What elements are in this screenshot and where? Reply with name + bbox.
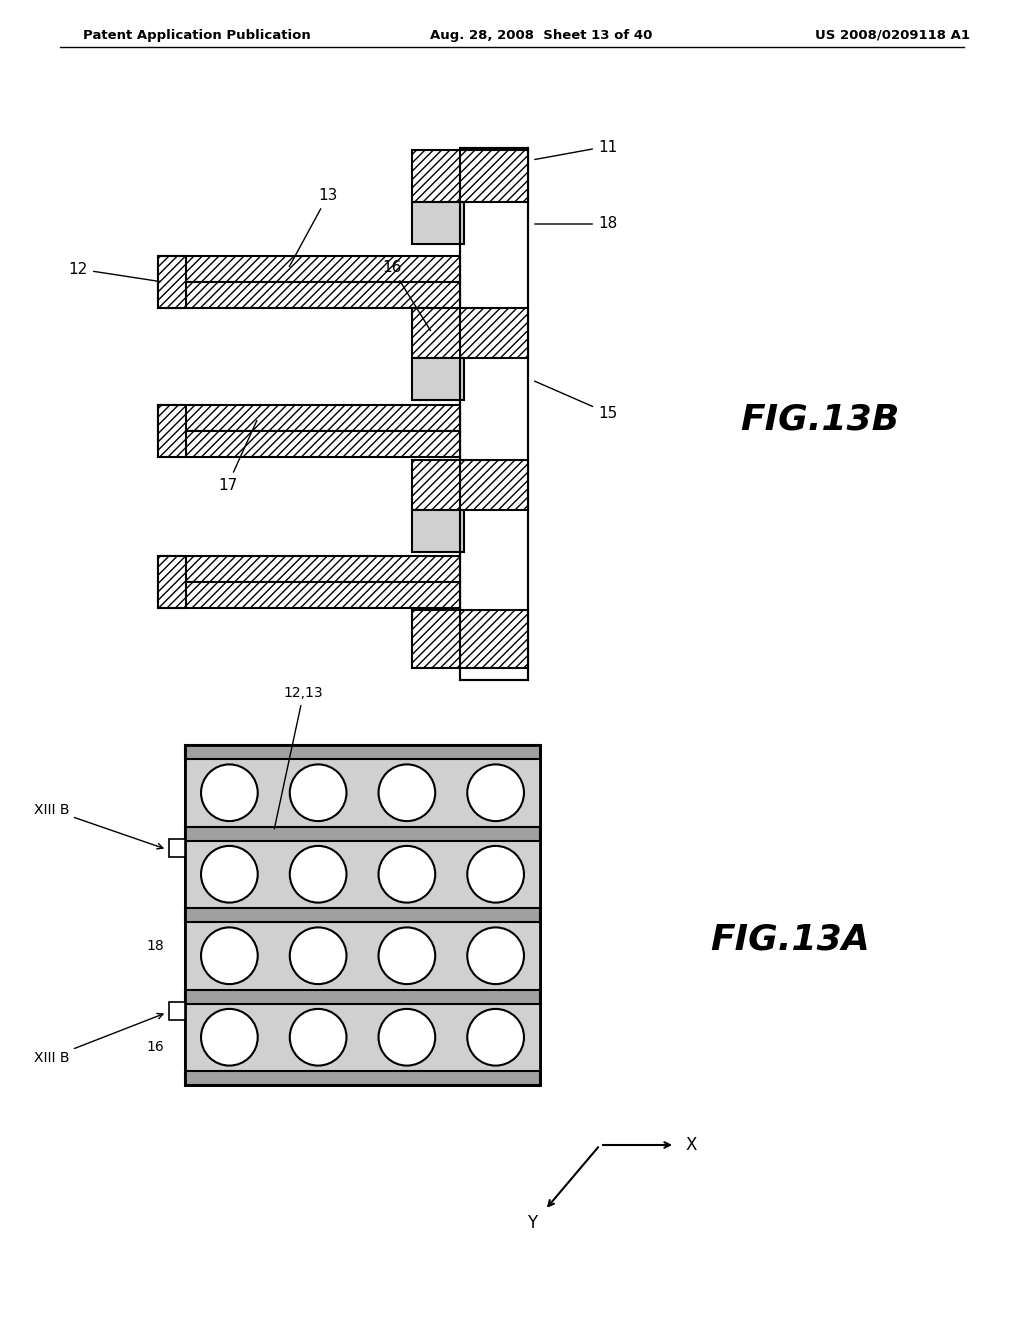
Ellipse shape [467, 928, 524, 985]
Bar [412, 510, 464, 552]
Bar [158, 432, 460, 457]
Ellipse shape [379, 764, 435, 821]
Ellipse shape [379, 1008, 435, 1065]
Text: 18: 18 [146, 939, 164, 953]
Bar [185, 990, 540, 1003]
Bar [158, 405, 186, 457]
Bar [412, 202, 464, 244]
Bar [158, 582, 460, 609]
Text: Aug. 28, 2008  Sheet 13 of 40: Aug. 28, 2008 Sheet 13 of 40 [430, 29, 652, 41]
Ellipse shape [290, 928, 346, 985]
Bar [412, 358, 464, 400]
Ellipse shape [201, 928, 258, 985]
Bar [460, 148, 528, 680]
Ellipse shape [201, 846, 258, 903]
Text: 15: 15 [535, 381, 617, 421]
Bar [158, 282, 460, 308]
Text: 13: 13 [290, 189, 337, 267]
Bar [185, 908, 540, 921]
Text: 16: 16 [146, 1040, 164, 1055]
Text: FIG.13B: FIG.13B [740, 403, 899, 437]
Ellipse shape [290, 764, 346, 821]
Bar [158, 256, 186, 308]
Bar [158, 256, 460, 282]
Text: X: X [685, 1137, 696, 1154]
Bar [169, 838, 185, 857]
Bar [185, 744, 540, 1085]
Text: 18: 18 [535, 216, 617, 231]
Bar [185, 744, 540, 759]
Text: 12,13: 12,13 [274, 686, 324, 829]
Bar [185, 826, 540, 841]
Ellipse shape [201, 1008, 258, 1065]
Bar [185, 759, 540, 826]
Bar [185, 744, 540, 1085]
Bar [185, 921, 540, 990]
Text: FIG.13A: FIG.13A [710, 923, 869, 957]
Bar [412, 459, 528, 510]
Text: 17: 17 [218, 421, 257, 492]
Bar [412, 610, 528, 668]
Ellipse shape [467, 1008, 524, 1065]
Ellipse shape [379, 846, 435, 903]
Bar [158, 556, 460, 582]
Text: 16: 16 [382, 260, 430, 330]
Bar [185, 1071, 540, 1085]
Bar [158, 405, 460, 432]
Text: 12: 12 [69, 261, 161, 281]
Text: XIII B: XIII B [34, 1014, 163, 1064]
Text: 11: 11 [535, 140, 617, 160]
Bar [412, 308, 528, 358]
Ellipse shape [290, 846, 346, 903]
Ellipse shape [201, 764, 258, 821]
Ellipse shape [467, 764, 524, 821]
Ellipse shape [379, 928, 435, 985]
Bar [185, 841, 540, 908]
Text: Y: Y [527, 1214, 537, 1232]
Text: Patent Application Publication: Patent Application Publication [83, 29, 310, 41]
Bar [185, 1003, 540, 1071]
Bar [169, 1002, 185, 1019]
Ellipse shape [467, 846, 524, 903]
Ellipse shape [290, 1008, 346, 1065]
Text: US 2008/0209118 A1: US 2008/0209118 A1 [815, 29, 970, 41]
Text: XIII B: XIII B [34, 803, 163, 849]
Bar [412, 150, 528, 202]
Bar [158, 556, 186, 609]
